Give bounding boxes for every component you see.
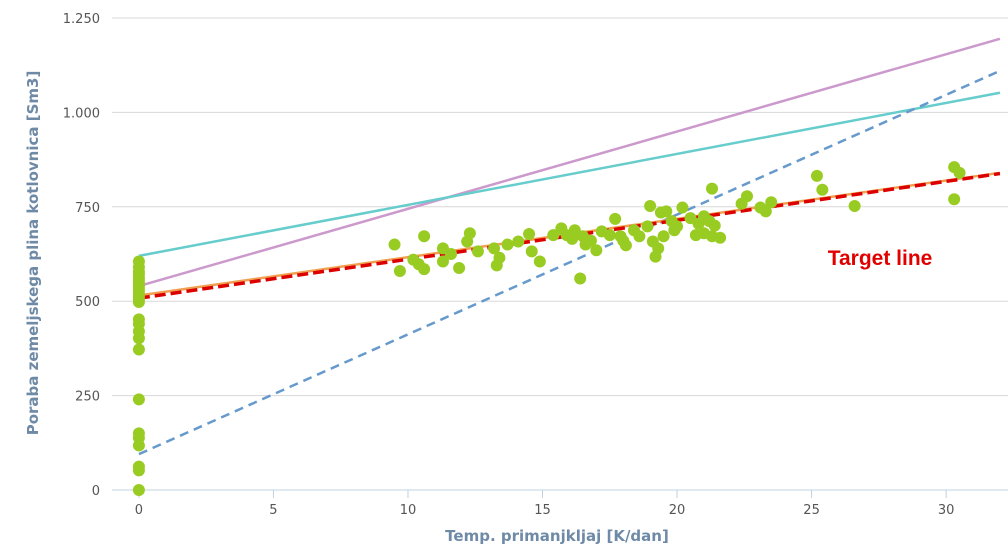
data-point <box>132 484 145 496</box>
y-tick-label: 500 <box>75 295 100 310</box>
data-point <box>603 229 616 242</box>
data-point <box>644 200 657 213</box>
y-tick-label: 250 <box>75 390 100 405</box>
data-point <box>948 193 961 206</box>
x-tick-label: 5 <box>269 503 277 518</box>
data-point <box>547 229 560 242</box>
data-point <box>708 219 721 232</box>
data-point <box>953 166 966 179</box>
data-point <box>132 464 145 477</box>
data-point <box>584 234 597 247</box>
data-point <box>633 230 646 243</box>
data-point <box>488 242 501 255</box>
labels: Temp. primanjkljaj [K/dan] Poraba zemelj… <box>24 71 932 545</box>
data-points <box>132 161 966 496</box>
data-point <box>471 245 484 258</box>
data-point <box>436 255 449 268</box>
data-point <box>418 263 431 276</box>
data-point <box>453 261 466 274</box>
x-tick-label: 30 <box>938 503 955 518</box>
data-point <box>706 182 719 195</box>
y-axis-title: Poraba zemeljskega plina kotlovnica [Sm3… <box>24 71 42 436</box>
data-point <box>445 248 458 260</box>
data-point <box>765 196 778 209</box>
x-tick-label: 0 <box>135 503 143 518</box>
x-tick-label: 10 <box>400 503 417 518</box>
data-point <box>132 343 145 356</box>
data-point <box>660 205 673 218</box>
data-point <box>418 230 431 243</box>
data-point <box>574 272 587 285</box>
x-axis-title: Temp. primanjkljaj [K/dan] <box>445 527 669 545</box>
data-point <box>816 183 829 196</box>
data-point <box>714 231 727 244</box>
data-point <box>393 264 406 277</box>
x-tick-label: 15 <box>534 503 551 518</box>
trend-line <box>138 69 1001 456</box>
y-tick-label: 0 <box>92 484 100 499</box>
x-tick-label: 20 <box>669 503 686 518</box>
data-point <box>657 230 670 243</box>
data-point <box>523 227 536 240</box>
data-point <box>525 245 538 258</box>
data-point <box>388 238 401 251</box>
y-tick-label: 750 <box>75 201 100 216</box>
data-point <box>652 242 665 255</box>
data-point <box>619 239 632 252</box>
trend-line <box>138 37 1001 288</box>
data-point <box>810 169 823 182</box>
trend-line <box>138 91 1001 258</box>
data-point <box>676 201 689 214</box>
axes: 0 250 500 750 1.000 1.250 0 5 10 15 20 25 30 <box>63 12 1008 518</box>
data-point <box>641 220 654 233</box>
data-point <box>741 190 754 203</box>
data-point <box>512 235 525 248</box>
data-point <box>132 393 145 406</box>
data-point <box>132 332 145 345</box>
data-point <box>759 205 772 218</box>
target-line-label: Target line <box>828 247 933 270</box>
data-point <box>132 295 145 308</box>
data-point <box>671 220 684 233</box>
data-point <box>501 238 514 251</box>
y-tick-label: 1.000 <box>63 106 100 121</box>
y-tick-label: 1.250 <box>63 12 100 27</box>
data-point <box>463 227 476 240</box>
data-point <box>848 200 861 213</box>
data-point <box>609 212 622 225</box>
trend-lines <box>138 37 1001 456</box>
data-point <box>493 251 506 264</box>
data-point <box>590 244 603 257</box>
x-tick-label: 25 <box>803 503 820 518</box>
data-point <box>132 439 145 452</box>
data-point <box>533 255 546 268</box>
